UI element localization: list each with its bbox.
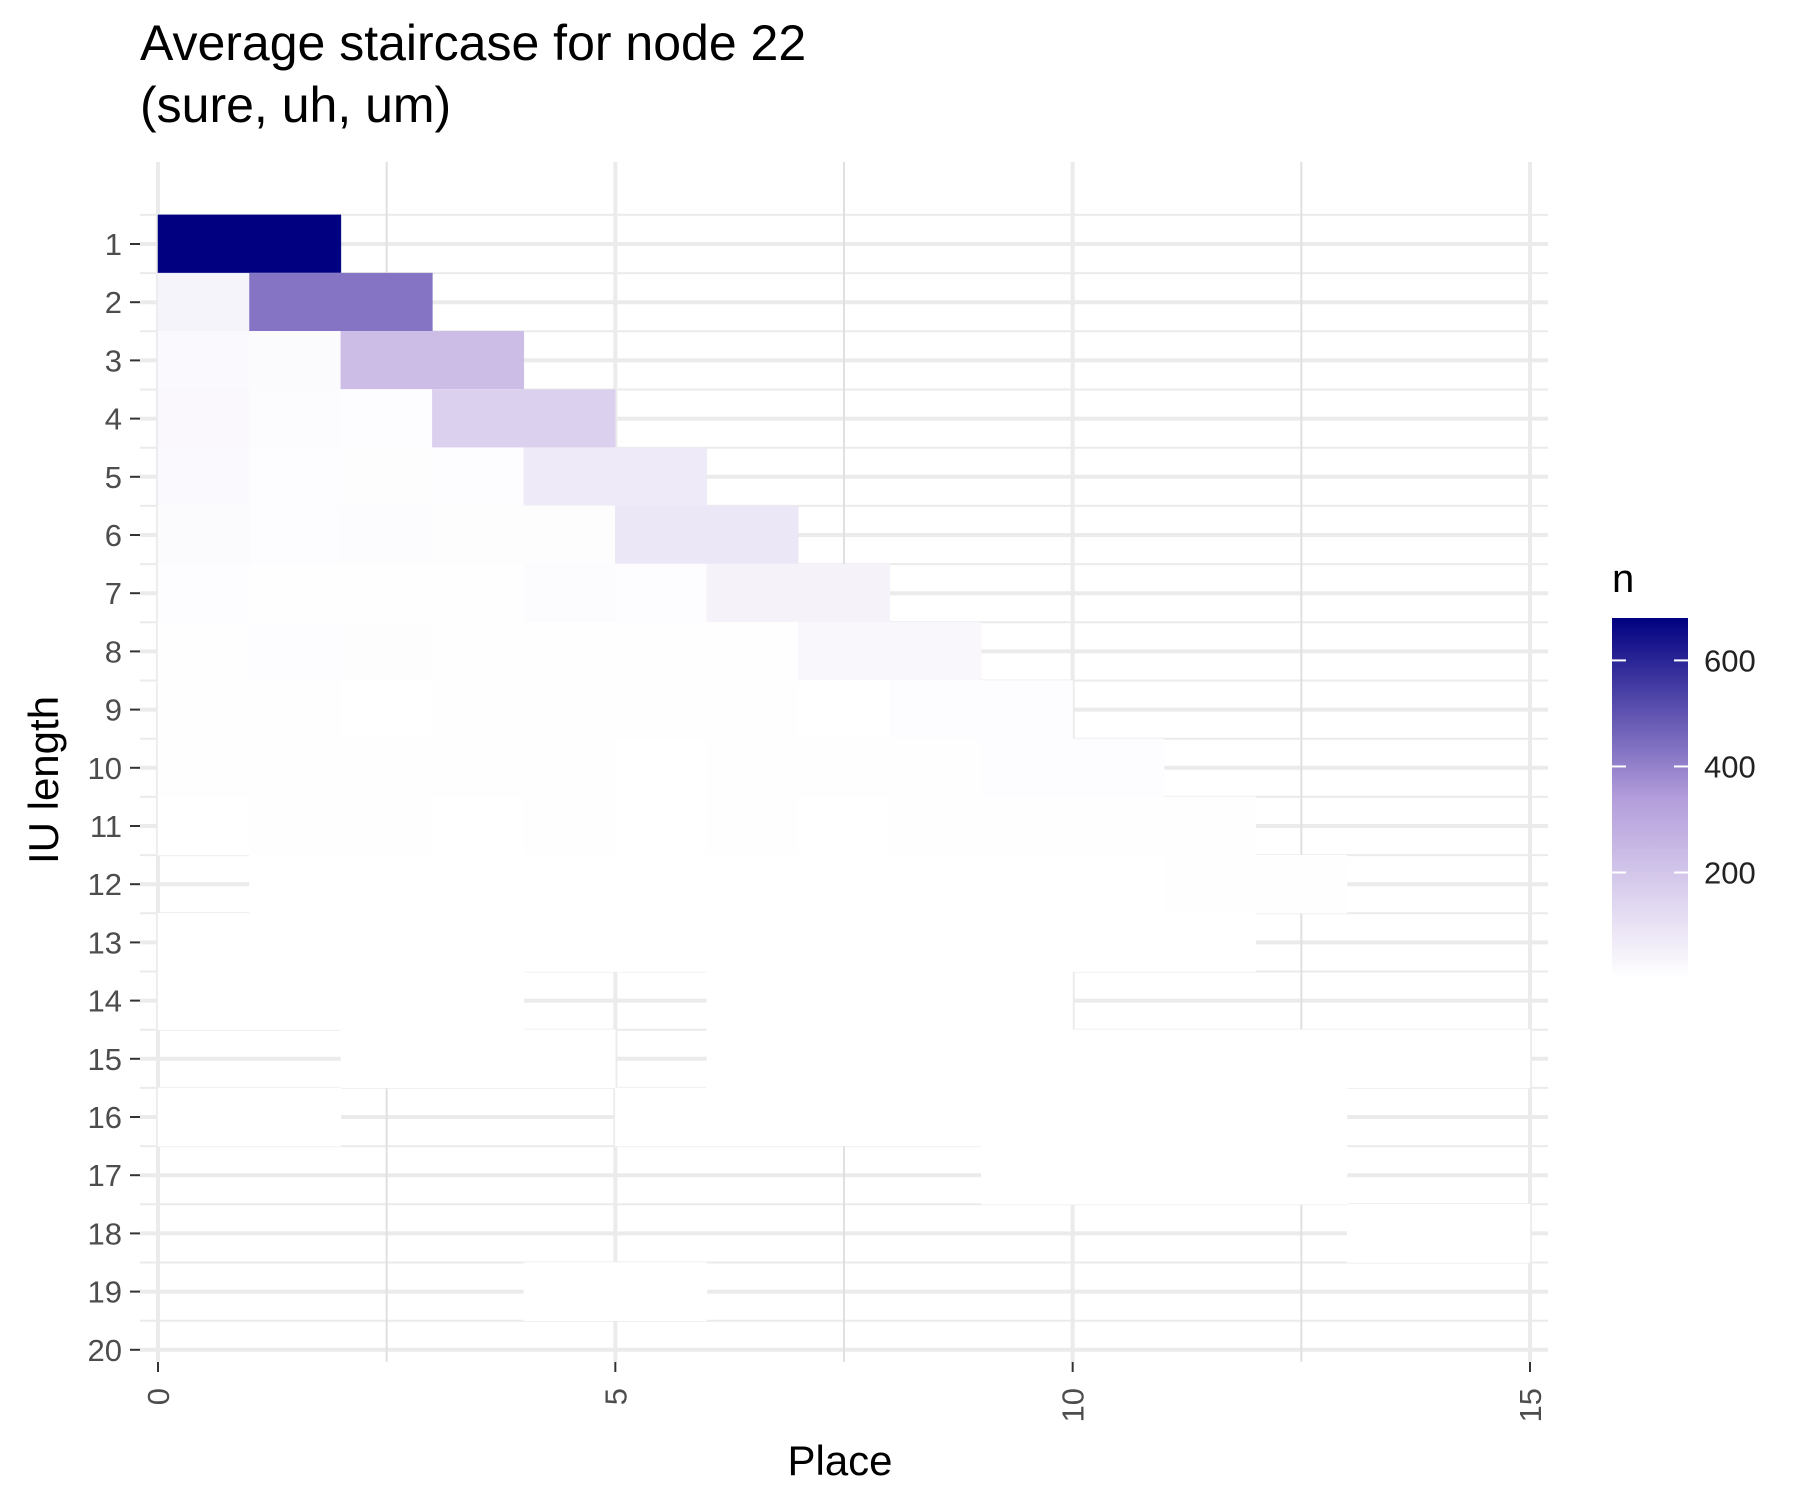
legend-tick-label: 200 (1704, 855, 1756, 890)
heatmap-cell (157, 971, 342, 1030)
heatmap-cell (1163, 854, 1348, 914)
heatmap-cell (615, 1087, 799, 1147)
heatmap-cell (340, 331, 525, 390)
heatmap-cell (980, 738, 1165, 798)
y-tick-label: 6 (105, 518, 122, 553)
heatmap-cell (980, 854, 1165, 914)
y-tick-label: 16 (88, 1100, 122, 1135)
y-tick-label: 4 (105, 402, 122, 437)
heatmap-cell (523, 447, 708, 507)
heatmap-cell (615, 505, 799, 565)
heatmap-cell (1346, 1204, 1531, 1263)
heatmap-cell (889, 680, 1073, 739)
heatmap-cell (980, 1145, 1165, 1205)
x-axis-title: Place (787, 1437, 892, 1484)
heatmap-cell (889, 1029, 1073, 1089)
heatmap-cell (432, 1029, 616, 1089)
heatmap-cell (340, 854, 525, 914)
y-tick-label: 2 (105, 285, 122, 320)
y-tick-label: 8 (105, 634, 122, 669)
y-tick-label: 7 (105, 576, 122, 611)
x-axis-ticks: 0 5 10 15 (141, 1362, 1548, 1422)
heatmap-cell (432, 389, 616, 448)
heatmap-cell (1072, 796, 1256, 856)
heatmap-cells (157, 214, 1531, 1321)
heatmap-cell (523, 1262, 708, 1321)
heatmap-cell (615, 913, 799, 972)
y-tick-label: 13 (88, 925, 122, 960)
heatmap-cell (1072, 1029, 1256, 1089)
chart-title-line-1: Average staircase for node 22 (140, 15, 807, 71)
y-tick-label: 1 (105, 227, 122, 262)
y-tick-label: 11 (90, 809, 122, 844)
legend-ticks: 200 400 600 (1612, 643, 1756, 890)
heatmap-cell (889, 971, 1073, 1030)
y-tick-label: 18 (88, 1216, 122, 1251)
y-tick-label: 5 (105, 460, 122, 495)
x-tick-label: 5 (598, 1388, 633, 1405)
heatmap-cell (1346, 1029, 1531, 1089)
legend-tick-label: 600 (1704, 643, 1756, 678)
heatmap-cell (980, 1087, 1165, 1147)
heatmap-cell (157, 214, 342, 274)
y-tick-label: 17 (88, 1158, 122, 1193)
chart-title-line-2: (sure, uh, um) (140, 77, 452, 133)
y-tick-label: 12 (88, 867, 122, 902)
heatmap-cell (249, 272, 433, 332)
heatmap-cell (706, 971, 890, 1030)
y-tick-label: 19 (88, 1275, 122, 1310)
color-legend: n 200 400 600 (1612, 557, 1756, 978)
y-tick-label: 15 (88, 1042, 122, 1077)
heatmap-cell (1072, 913, 1256, 972)
y-tick-label: 3 (105, 343, 122, 378)
heatmap-cell (706, 563, 890, 623)
y-axis-title: IU length (20, 696, 67, 864)
x-tick-label: 15 (1513, 1388, 1548, 1422)
y-tick-label: 10 (88, 751, 122, 786)
heatmap-cell (340, 971, 525, 1030)
legend-colorbar (1612, 618, 1688, 978)
heatmap-cell (1163, 1145, 1348, 1205)
y-tick-label: 20 (88, 1333, 122, 1368)
heatmap-cell (157, 1087, 342, 1147)
legend-tick-label: 400 (1704, 749, 1756, 784)
y-tick-label: 14 (88, 984, 122, 1019)
heatmap-cell (249, 913, 433, 972)
heatmap-cell (1163, 1087, 1348, 1147)
legend-title: n (1612, 557, 1634, 601)
heatmap-cell (798, 1087, 982, 1147)
x-tick-label: 0 (141, 1388, 176, 1405)
x-tick-label: 10 (1056, 1388, 1091, 1422)
y-tick-label: 9 (105, 693, 122, 728)
heatmap-cell (798, 622, 982, 681)
